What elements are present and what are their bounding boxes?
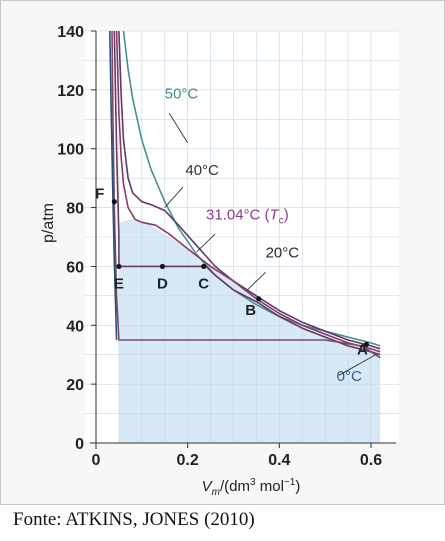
axes: [90, 30, 396, 449]
point-label-F: F: [95, 186, 104, 203]
y-tick-label: 40: [66, 318, 84, 335]
isotherm-label-0: 50°C: [165, 86, 199, 103]
label-leader-line: [338, 354, 376, 376]
y-tick-label: 140: [57, 24, 84, 41]
label-leader-line: [246, 271, 266, 291]
x-tick-label: 0.6: [360, 452, 382, 469]
point-E: [116, 263, 122, 270]
isotherm-curves: [109, 31, 381, 359]
label-leader-line: [196, 233, 216, 253]
y-tick-label: 0: [75, 436, 84, 453]
y-tick-label: 80: [66, 201, 84, 218]
grid: [85, 30, 399, 444]
isotherm-line-4: [111, 31, 381, 359]
plot-area: A B C D E F 50°C 40°C 31.04°C (Tc) 20°C 0°C 0 20 40…: [40, 24, 399, 498]
isotherm-chart: A B C D E F 50°C 40°C 31.04°C (Tc) 20°C 0°C 0 20 40…: [40, 24, 399, 498]
y-tick-label: 100: [57, 142, 84, 159]
state-points: A B C D E F: [95, 186, 370, 358]
point-B: [256, 296, 262, 302]
point-label-D: D: [157, 275, 168, 292]
point-label-E: E: [114, 275, 124, 292]
x-axis-label-mid: mol: [256, 478, 284, 495]
label-leader-line: [164, 186, 184, 208]
point-A: [363, 341, 370, 348]
point-label-C: C: [198, 275, 209, 292]
isotherm-line-2: [115, 31, 381, 353]
y-tick-label: 120: [57, 83, 84, 100]
x-tick-label: 0.4: [268, 452, 290, 469]
point-label-B: B: [245, 302, 256, 319]
label-leader-line: [168, 113, 189, 144]
isotherm-line-1: [118, 31, 381, 350]
point-D: [159, 263, 166, 270]
x-axis-label-sup1: 3: [250, 477, 256, 488]
point-C: [201, 263, 207, 270]
y-tick-label: 20: [66, 377, 84, 394]
x-axis-label-end: ): [295, 478, 300, 495]
isotherm-label-1: 40°C: [185, 162, 219, 179]
tick-labels: 0 20 40 60 80 100 120 140 0 0.2 0.4 0.6: [57, 24, 382, 469]
figure-frame: A B C D E F 50°C 40°C 31.04°C (Tc) 20°C 0°C 0 20 40…: [0, 0, 445, 530]
x-axis-label-main: V: [202, 478, 214, 495]
isotherm-line-5: [109, 31, 118, 341]
point-label-A: A: [357, 341, 368, 358]
y-tick-label: 60: [66, 259, 84, 276]
isotherm-label-3: 20°C: [266, 245, 300, 262]
isotherm-label-4: 0°C: [337, 368, 362, 385]
x-axis-label-sup2: −1: [284, 477, 296, 488]
y-axis-label: p/atm: [40, 203, 57, 243]
isotherm-labels: 50°C 40°C 31.04°C (Tc) 20°C 0°C: [164, 86, 376, 385]
x-axis-label-rest: /(dm: [220, 478, 250, 495]
x-tick-label: 0.2: [177, 452, 199, 469]
x-axis-label: Vm/(dm3 mol−1): [202, 477, 301, 498]
x-tick-label: 0: [92, 452, 101, 469]
x-axis-label-sub: m: [212, 487, 220, 498]
isotherm-label-2: 31.04°C (Tc): [206, 206, 289, 226]
point-F: [111, 199, 117, 205]
source-caption: Fonte: ATKINS, JONES (2010): [13, 509, 255, 530]
